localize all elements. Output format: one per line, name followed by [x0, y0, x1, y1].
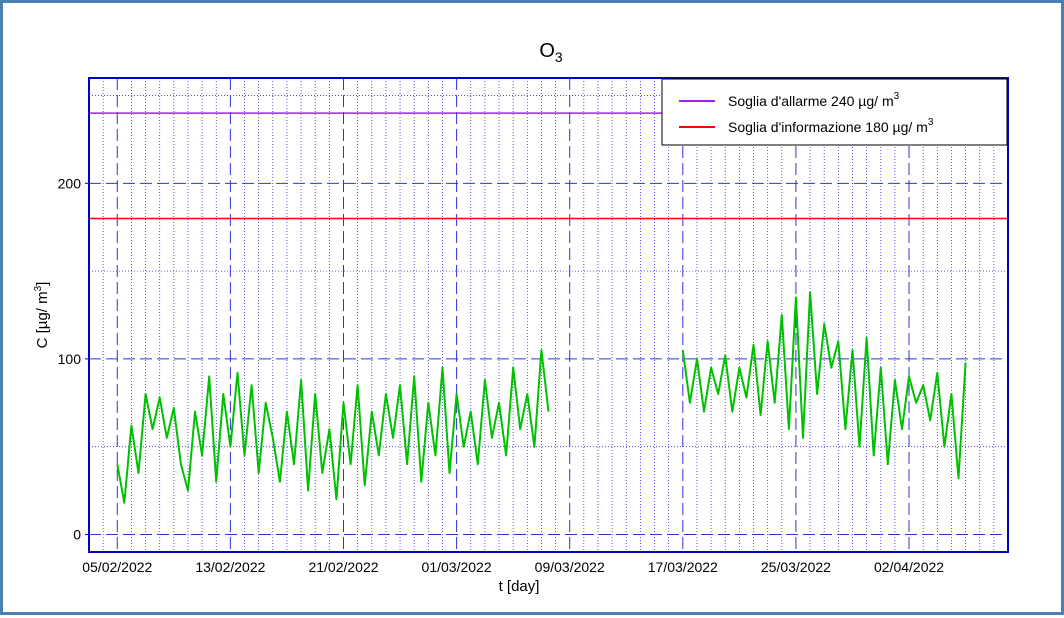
- series-line-segment-0: [116, 349, 550, 504]
- legend-entry-information: Soglia d'informazione 180 µg/ m3: [728, 117, 934, 135]
- x-tick-label: 17/03/2022: [648, 559, 718, 575]
- x-tick-label: 05/02/2022: [82, 559, 152, 575]
- ozone-line-chart: O3 0 100 200 05/02/2022 13/02/2022 21/02/202…: [33, 40, 1009, 595]
- x-axis-label: t [day]: [499, 578, 540, 595]
- y-tick-label: 100: [58, 351, 82, 367]
- x-axis-ticks: 05/02/2022 13/02/2022 21/02/2022 01/03/2022…: [82, 559, 944, 575]
- x-tick-label: 09/03/2022: [535, 559, 605, 575]
- x-tick-label: 01/03/2022: [422, 559, 492, 575]
- y-tick-label: 200: [58, 175, 82, 191]
- legend: Soglia d'allarme 240 µg/ m3 Soglia d'inf…: [661, 78, 1008, 146]
- legend-entry-alarm: Soglia d'allarme 240 µg/ m3: [728, 91, 900, 109]
- x-tick-label: 21/02/2022: [308, 559, 378, 575]
- y-tick-label: 0: [73, 526, 81, 542]
- legend-box: [661, 78, 1008, 146]
- x-tick-label: 25/03/2022: [761, 559, 831, 575]
- series-layer: [116, 291, 967, 504]
- x-tick-label: 02/04/2022: [874, 559, 944, 575]
- plot-frame: [88, 77, 1009, 553]
- y-axis-label: C [µg/ m3]: [33, 282, 51, 349]
- chart-title: O3: [539, 40, 563, 65]
- plot-area: [89, 78, 1008, 552]
- y-axis-ticks: 0 100 200: [58, 175, 89, 542]
- x-tick-label: 13/02/2022: [195, 559, 265, 575]
- series-line-segment-1: [681, 291, 967, 480]
